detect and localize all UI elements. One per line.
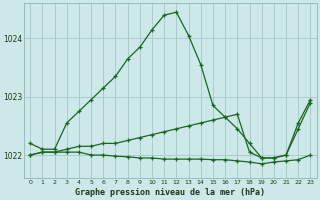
X-axis label: Graphe pression niveau de la mer (hPa): Graphe pression niveau de la mer (hPa) (75, 188, 265, 197)
